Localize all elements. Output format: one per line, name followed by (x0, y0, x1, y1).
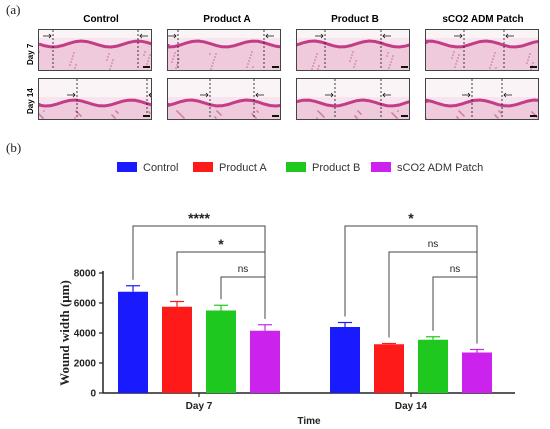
significance-label: * (218, 236, 224, 252)
histology-tile (38, 78, 152, 120)
y-tick-label: 2000 (74, 359, 97, 370)
bar (118, 291, 148, 393)
significance-bracket (344, 225, 478, 344)
significance-label: ns (428, 239, 439, 250)
significance-bracket (432, 276, 478, 344)
significance-label: * (408, 210, 414, 226)
column-title-product-a: Product A (203, 14, 251, 25)
x-tick-label: Day 7 (186, 401, 213, 412)
y-tick-label: 8000 (74, 269, 97, 280)
bar (330, 327, 360, 393)
histology-tile (296, 29, 410, 71)
significance-label: ns (450, 264, 461, 275)
column-title-product-b: Product B (331, 14, 379, 25)
legend-swatch (117, 162, 137, 172)
y-tick-label: 4000 (74, 329, 97, 340)
bar (418, 339, 448, 393)
x-tick-label: Day 14 (395, 401, 428, 412)
legend-label: Product A (219, 162, 267, 174)
x-axis-title: Time (297, 416, 321, 427)
significance-label: **** (188, 210, 210, 226)
histology-tile (425, 29, 539, 71)
panel-a-label: (a) (6, 2, 21, 17)
legend-label: Control (143, 162, 178, 174)
bar (206, 310, 236, 393)
significance-label: ns (238, 264, 249, 275)
wound-width-bar-chart: Control Product A Product B sCO2 ADM Patch 0… (57, 162, 515, 427)
row-label-day14: Day 14 (26, 88, 35, 114)
histology-tile (38, 29, 152, 71)
significance-bracket (220, 276, 266, 319)
bar (462, 352, 492, 393)
legend-swatch (193, 162, 213, 172)
legend-swatch (371, 162, 391, 172)
bar (250, 330, 280, 393)
bar (374, 344, 404, 393)
histology-tile (167, 78, 281, 120)
legend-label: Product B (312, 162, 360, 174)
column-title-control: Control (83, 14, 119, 25)
y-axis-title: Wound width (μm) (57, 280, 72, 386)
histology-tile (296, 78, 410, 120)
y-tick-label: 0 (90, 389, 96, 400)
bar (162, 306, 192, 393)
legend-label: sCO2 ADM Patch (397, 162, 483, 174)
panel-b-label: (b) (6, 140, 22, 155)
histology-tile (425, 78, 539, 120)
histology-tile (167, 29, 281, 71)
column-title-sco2-patch: sCO2 ADM Patch (442, 14, 524, 25)
row-label-day7: Day 7 (26, 43, 35, 65)
y-tick-label: 6000 (74, 299, 97, 310)
legend-swatch (286, 162, 306, 172)
